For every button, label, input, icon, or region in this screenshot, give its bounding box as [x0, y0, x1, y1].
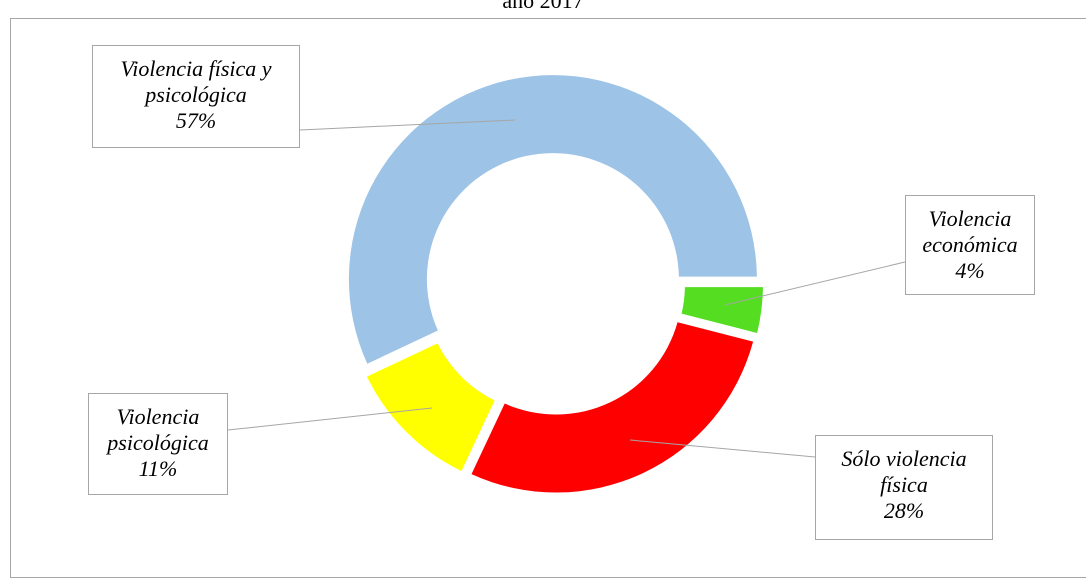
- leader-line: [299, 119, 516, 131]
- category-label: Violencia económica: [922, 206, 1018, 257]
- data-label-box: Sólo violencia física 28%: [815, 435, 993, 540]
- page: año 2017 (() => { const data = JSON.pars…: [10, 0, 1086, 578]
- value-label: 11%: [138, 456, 178, 481]
- donut-segment: [681, 287, 763, 333]
- chart: [227, 75, 906, 493]
- category-label: Violencia física y psicológica: [120, 56, 272, 107]
- category-label: Sólo violencia física: [841, 446, 967, 497]
- value-label: 28%: [883, 498, 925, 523]
- donut-segment: [348, 75, 757, 364]
- leader-line: [724, 261, 906, 306]
- donut-segment: [471, 322, 754, 493]
- chart-title: año 2017: [502, 0, 584, 13]
- leader-line: [629, 439, 816, 458]
- category-label: Violencia psicológica: [107, 404, 209, 455]
- data-label-box: Violencia física y psicológica 57%: [92, 45, 300, 148]
- data-label-box: Violencia psicológica 11%: [88, 393, 228, 495]
- donut-segment: [366, 343, 495, 472]
- data-label-box: Violencia económica 4%: [905, 195, 1035, 295]
- leader-line: [227, 407, 433, 431]
- value-label: 57%: [175, 108, 217, 133]
- value-label: 4%: [955, 258, 985, 283]
